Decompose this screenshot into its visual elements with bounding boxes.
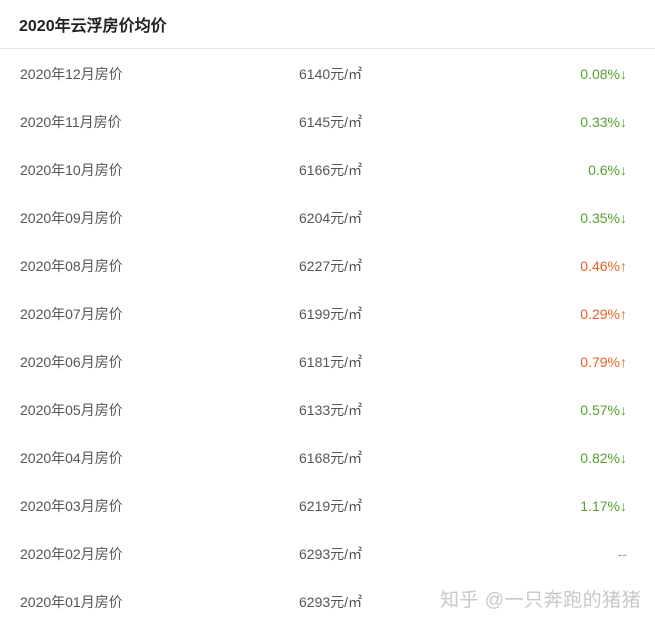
month-label: 2020年03月房价	[20, 498, 123, 514]
table-row: 2020年08月房价 6227元/㎡ 0.46%↑	[0, 242, 655, 290]
table-row: 2020年05月房价 6133元/㎡ 0.57%↓	[0, 386, 655, 434]
table-row: 2020年01月房价 6293元/㎡	[0, 578, 655, 626]
change-value: 0.57%↓	[580, 402, 627, 418]
change-value: 0.79%↑	[580, 354, 627, 370]
price-list: 2020年12月房价 6140元/㎡ 0.08%↓ 2020年11月房价 6145元/㎡…	[0, 50, 655, 626]
price-value: 6204元/㎡	[299, 210, 363, 226]
price-value: 6227元/㎡	[299, 258, 363, 274]
table-row: 2020年07月房价 6199元/㎡ 0.29%↑	[0, 290, 655, 338]
table-row: 2020年02月房价 6293元/㎡ --	[0, 530, 655, 578]
month-label: 2020年02月房价	[20, 546, 123, 562]
price-value: 6145元/㎡	[299, 114, 363, 130]
section-header: 2020年云浮房价均价	[0, 0, 655, 49]
table-row: 2020年10月房价 6166元/㎡ 0.6%↓	[0, 146, 655, 194]
month-label: 2020年10月房价	[20, 162, 123, 178]
change-value: 0.35%↓	[580, 210, 627, 226]
change-value: 0.08%↓	[580, 66, 627, 82]
month-label: 2020年05月房价	[20, 402, 123, 418]
month-label: 2020年11月房价	[20, 114, 122, 130]
change-value: 0.82%↓	[580, 450, 627, 466]
table-row: 2020年12月房价 6140元/㎡ 0.08%↓	[0, 50, 655, 98]
price-value: 6199元/㎡	[299, 306, 363, 322]
month-label: 2020年01月房价	[20, 594, 123, 610]
change-value: --	[617, 546, 627, 562]
table-row: 2020年03月房价 6219元/㎡ 1.17%↓	[0, 482, 655, 530]
price-value: 6166元/㎡	[299, 162, 363, 178]
table-row: 2020年06月房价 6181元/㎡ 0.79%↑	[0, 338, 655, 386]
page-title: 2020年云浮房价均价	[19, 18, 167, 35]
month-label: 2020年09月房价	[20, 210, 123, 226]
change-value: 0.29%↑	[580, 306, 627, 322]
change-value: 0.46%↑	[580, 258, 627, 274]
price-value: 6168元/㎡	[299, 450, 363, 466]
price-value: 6133元/㎡	[299, 402, 363, 418]
month-label: 2020年04月房价	[20, 450, 123, 466]
table-row: 2020年04月房价 6168元/㎡ 0.82%↓	[0, 434, 655, 482]
table-row: 2020年09月房价 6204元/㎡ 0.35%↓	[0, 194, 655, 242]
change-value: 0.33%↓	[580, 114, 627, 130]
price-value: 6140元/㎡	[299, 66, 363, 82]
month-label: 2020年12月房价	[20, 66, 123, 82]
month-label: 2020年08月房价	[20, 258, 123, 274]
watermark: 知乎 @一只奔跑的猪猪	[440, 590, 642, 611]
change-value: 0.6%↓	[588, 162, 627, 178]
table-row: 2020年11月房价 6145元/㎡ 0.33%↓	[0, 98, 655, 146]
price-value: 6219元/㎡	[299, 498, 363, 514]
month-label: 2020年07月房价	[20, 306, 123, 322]
price-value: 6181元/㎡	[299, 354, 363, 370]
month-label: 2020年06月房价	[20, 354, 123, 370]
price-value: 6293元/㎡	[299, 546, 363, 562]
price-value: 6293元/㎡	[299, 594, 363, 610]
change-value: 1.17%↓	[580, 498, 627, 514]
